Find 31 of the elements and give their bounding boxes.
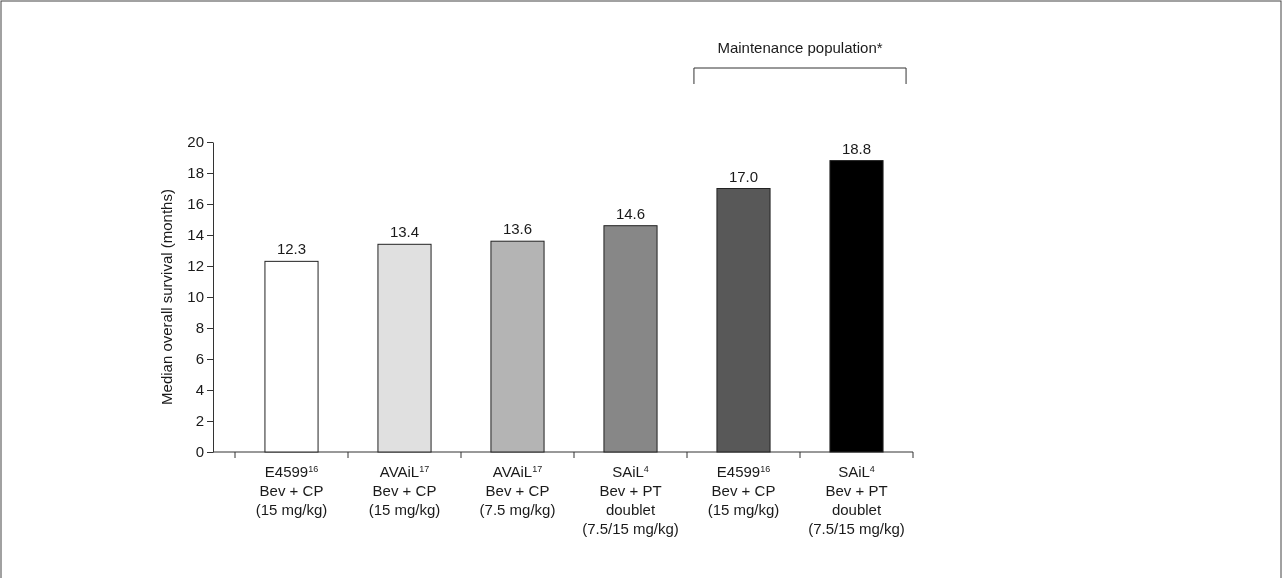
text: Maintenance population* — [717, 39, 883, 56]
y-tick-label: 0 — [195, 443, 204, 461]
x-tick-label: SAiL$^{4}$ Bev + PT doublet (7.5/15 mg/kg) — [808, 463, 905, 537]
x-tick-label: AVAiL$^{17}$ Bev + CP (15 mg/kg) — [368, 463, 441, 518]
y-tick-label: 4 — [195, 381, 204, 399]
bar — [264, 260, 319, 453]
y-axis-title: Median overall survival (months) — [158, 189, 175, 405]
y-tick-label: 16 — [187, 195, 204, 213]
data-label: 17.0 — [728, 167, 759, 185]
y-tick-label: 12 — [187, 257, 204, 275]
bar — [716, 188, 771, 453]
bar — [377, 243, 432, 453]
bar — [490, 240, 545, 453]
y-tick-label: 2 — [195, 412, 204, 430]
data-label: 13.4 — [389, 223, 420, 241]
data-label: 14.6 — [615, 204, 646, 222]
bar — [603, 225, 658, 453]
y-tick-label: 18 — [187, 164, 204, 182]
bar — [829, 160, 884, 453]
data-label: 13.6 — [502, 220, 533, 238]
x-tick-label: AVAiL$^{17}$ Bev + CP (7.5 mg/kg) — [479, 463, 556, 518]
x-tick-label: E4599$^{16}$ Bev + CP (15 mg/kg) — [707, 463, 780, 518]
y-tick-label: 20 — [187, 133, 204, 151]
y-tick-label: 8 — [195, 319, 204, 337]
x-tick-label: SAiL$^{4}$ Bev + PT doublet (7.5/15 mg/kg) — [582, 463, 679, 537]
y-tick-label: 6 — [195, 350, 204, 368]
data-label: 12.3 — [276, 240, 307, 258]
x-tick-label: E4599$^{16}$ Bev + CP (15 mg/kg) — [255, 463, 328, 518]
y-tick-label: 10 — [187, 288, 204, 306]
data-label: 18.8 — [841, 139, 872, 157]
y-tick-label: 14 — [187, 226, 204, 244]
